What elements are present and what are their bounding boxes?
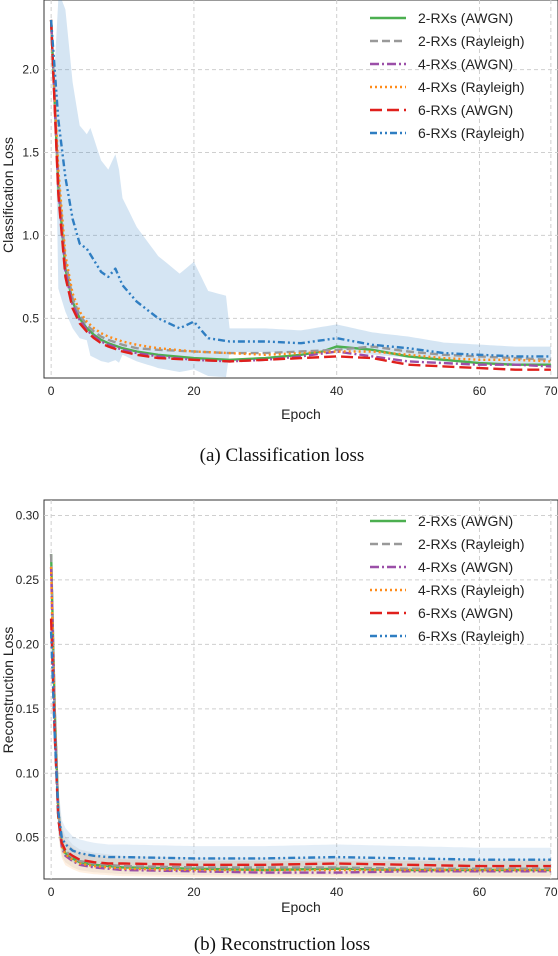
legend-label: 2-RXs (AWGN) xyxy=(418,10,513,26)
legend-label: 4-RXs (AWGN) xyxy=(418,56,513,72)
legend-label: 6-RXs (AWGN) xyxy=(418,102,513,118)
panel-reconstruction-loss: 0 20 40 60 700.050.100.150.200.250.30 Epoch … xyxy=(0,499,558,955)
legend-label: 2-RXs (Rayleigh) xyxy=(418,33,525,49)
legend: 2-RXs (AWGN) 2-RXs (Rayleigh) 4-RXs (AWGN)… xyxy=(370,513,525,644)
y-tick-label: 1.5 xyxy=(22,146,39,160)
legend-label: 4-RXs (AWGN) xyxy=(418,559,513,575)
series-line xyxy=(49,631,551,861)
legend-label: 2-RXs (AWGN) xyxy=(418,513,513,529)
caption-b: (b) Reconstruction loss xyxy=(194,934,370,955)
y-tick-label: 0.10 xyxy=(16,766,40,780)
x-tick-label: 40 xyxy=(330,885,344,899)
variance-bands xyxy=(51,0,551,378)
y-tick-label: 1.0 xyxy=(22,228,39,242)
y-tick-label: 0.5 xyxy=(22,311,39,325)
legend-label: 4-RXs (Rayleigh) xyxy=(418,79,525,95)
y-tick-label: 0.05 xyxy=(16,831,40,845)
x-tick-label: 60 xyxy=(473,384,487,398)
x-tick-label: 0 xyxy=(48,384,55,398)
grid xyxy=(44,0,558,378)
series-line xyxy=(49,19,551,371)
series-line xyxy=(49,19,551,358)
variance-band xyxy=(51,626,551,870)
y-axis-label: Classification Loss xyxy=(0,137,16,253)
legend-label: 6-RXs (Rayleigh) xyxy=(418,628,525,644)
x-tick-label: 60 xyxy=(473,885,487,899)
tick-labels: 0 20 40 60 70 0.05 0.10 0.15 0.20 0.25 0.30 xyxy=(16,508,558,899)
legend-label: 6-RXs (Rayleigh) xyxy=(418,125,525,141)
y-axis-label: Reconstruction Loss xyxy=(0,627,16,754)
y-tick-label: 0.20 xyxy=(16,637,40,651)
x-axis-label: Epoch xyxy=(281,406,321,422)
series-line xyxy=(49,19,551,366)
x-axis-label: Epoch xyxy=(281,899,321,915)
variance-bands xyxy=(51,549,551,878)
legend-label: 2-RXs (Rayleigh) xyxy=(418,536,525,552)
series-lines xyxy=(49,19,551,371)
y-tick-label: 0.30 xyxy=(16,508,40,522)
variance-band xyxy=(51,0,551,378)
series-lines xyxy=(49,554,551,874)
plot-frame xyxy=(43,0,558,379)
y-tick-label: 2.0 xyxy=(22,63,39,77)
series-line xyxy=(49,618,551,868)
series-line xyxy=(49,19,551,368)
x-tick-label: 70 xyxy=(544,885,558,899)
series-line xyxy=(49,566,551,874)
legend: 2-RXs (AWGN) 2-RXs (Rayleigh) 4-RXs (AWGN)… xyxy=(370,10,525,141)
legend-label: 6-RXs (AWGN) xyxy=(418,605,513,621)
panel-classification-loss: 0 20 40 60 70 0.5 1.0 1.5 2.0 Epoch Classificati… xyxy=(0,0,558,466)
x-tick-label: 20 xyxy=(187,885,201,899)
series-line xyxy=(49,19,551,363)
legend-label: 4-RXs (Rayleigh) xyxy=(418,582,525,598)
plot-frame xyxy=(43,499,558,880)
x-tick-label: 70 xyxy=(544,384,558,398)
y-tick-label: 0.25 xyxy=(16,573,40,587)
x-tick-label: 20 xyxy=(187,384,201,398)
y-tick-label: 0.15 xyxy=(16,702,40,716)
tick-labels: 0 20 40 60 70 0.5 1.0 1.5 2.0 xyxy=(22,63,558,398)
x-tick-label: 0 xyxy=(48,885,55,899)
series-line xyxy=(49,19,551,361)
caption-a: (a) Classification loss xyxy=(200,445,365,466)
x-tick-label: 40 xyxy=(330,384,344,398)
series-line xyxy=(49,554,551,870)
